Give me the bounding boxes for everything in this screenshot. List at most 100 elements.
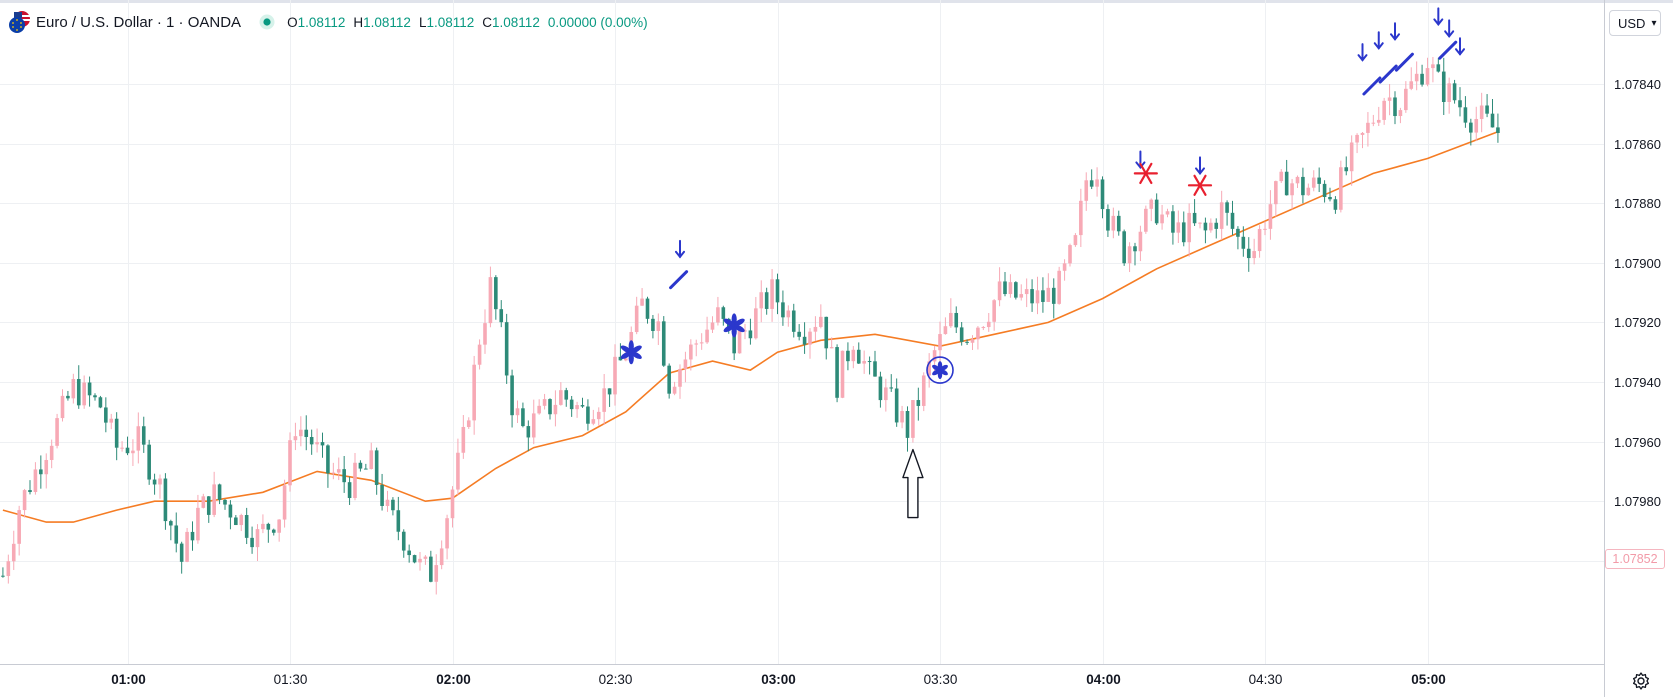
candle [1344,156,1349,176]
candle [136,412,141,464]
candle [49,439,54,469]
candle [970,335,975,351]
candle [921,372,926,412]
candle [93,393,97,401]
candle [1290,178,1294,210]
candle [575,401,579,418]
candle [965,339,969,345]
candle [786,305,791,327]
candle [412,554,417,564]
candle [743,323,747,340]
candle [407,544,411,563]
candle [217,483,222,505]
candle [158,474,162,499]
candle [76,365,81,409]
candle [87,376,92,407]
candle [347,476,352,505]
candle [179,541,184,574]
candle [1382,97,1386,125]
candle [331,462,336,480]
candle [304,415,309,451]
time-tick-label: 01:30 [274,672,308,687]
candle [1014,281,1018,300]
candle [277,519,281,542]
slash-mark [1362,76,1382,96]
candle [418,552,422,571]
candle [201,493,206,509]
price-tick-label: 1.07900 [1614,256,1661,271]
candle [1474,106,1479,142]
candle [1355,133,1359,154]
market-status-icon[interactable] [259,14,275,30]
candle [391,497,395,516]
candle [949,298,953,328]
candle [125,436,130,456]
candle [39,455,43,489]
candle [1122,229,1126,266]
candle [894,378,899,427]
candle [1165,208,1170,218]
price-scale[interactable]: 1.080001.079801.079601.079401.079201.079… [1614,77,1661,569]
candle [759,280,764,323]
settings-gear-icon[interactable] [1630,670,1652,692]
candle [358,460,363,472]
candle [1008,274,1013,298]
candle [1219,190,1224,240]
candle [1414,61,1419,91]
candle [483,309,487,354]
candle [33,462,38,495]
candle [439,540,444,570]
chart-grid [0,0,1604,664]
candle [250,526,254,554]
circled-asterisk-mark [926,356,954,384]
candle [320,432,325,458]
time-tick-label: 03:30 [924,672,958,687]
candle [288,432,292,492]
time-scale[interactable]: 01:00 01:30 02:00 02:30 03:00 03:30 04:00 04:30… [111,672,1446,687]
candle [1111,207,1116,239]
candle [1100,176,1105,219]
candle [1046,273,1051,303]
candle [147,439,151,485]
candle [1263,221,1267,236]
candle [954,306,959,334]
candle [326,444,330,488]
candle [808,328,812,359]
candle [1084,172,1089,211]
candle [1306,183,1311,196]
candle [342,455,346,493]
candle [456,438,460,496]
red-asterisk-mark [1187,174,1213,196]
candle [401,529,406,558]
candle [862,350,866,374]
candle [1349,135,1354,186]
candle [813,316,818,342]
candle [710,316,715,334]
candle [1441,57,1446,116]
candle [1089,169,1094,190]
currency-selector-button[interactable]: USD ▾ [1609,10,1661,36]
candle [640,288,644,306]
candle [542,393,547,410]
time-tick-label: 02:00 [436,672,471,687]
candle [1144,205,1148,234]
candle [835,344,839,403]
chevron-down-icon: ▾ [1651,17,1657,29]
candle [11,530,16,571]
red-asterisk-mark [1133,162,1158,185]
down-arrow-mark [1455,37,1465,56]
candle [1479,92,1484,133]
time-tick-label: 04:30 [1249,672,1283,687]
candle [1133,242,1137,266]
candle [667,363,671,399]
candle [17,505,21,556]
symbol-legend: Euro / U.S. Dollar · 1 · OANDA O1.08112 … [8,10,648,34]
candle [781,290,785,326]
candle [315,428,319,453]
candle [1295,175,1300,189]
symbol-title[interactable]: Euro / U.S. Dollar · 1 · OANDA [36,13,242,31]
candle [261,514,265,534]
candle [55,413,59,449]
candle [1284,159,1289,196]
